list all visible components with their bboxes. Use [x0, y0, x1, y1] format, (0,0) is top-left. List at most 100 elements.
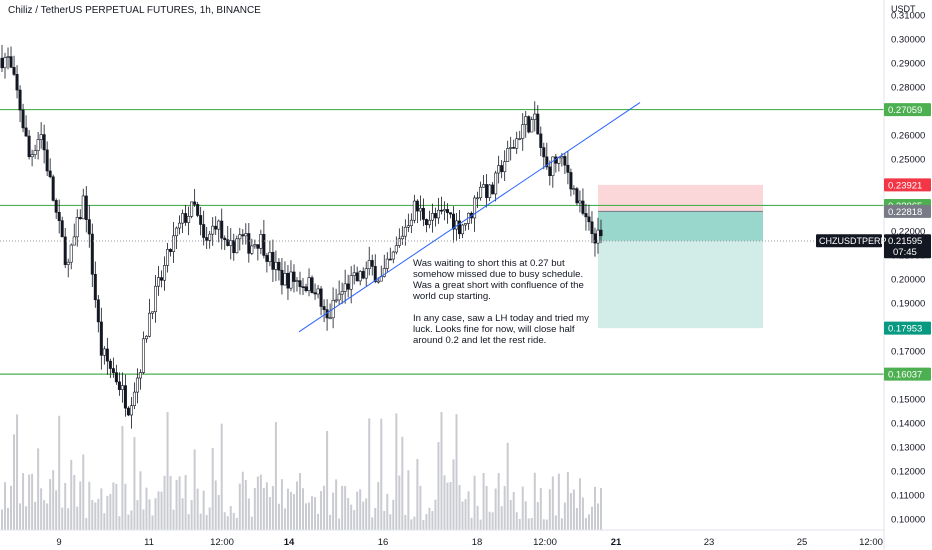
time-tick-label: 12:00	[859, 537, 883, 548]
candle-body	[163, 265, 167, 281]
candle	[539, 126, 543, 157]
chart-annotation[interactable]: Was waiting to short this at 0.27 but so…	[413, 258, 603, 357]
candle	[388, 247, 392, 261]
annotation-paragraph-1: Was waiting to short this at 0.27 but so…	[413, 258, 584, 302]
stop-loss-zone[interactable]	[598, 184, 763, 212]
candle-body	[521, 124, 525, 139]
candle	[283, 261, 287, 286]
take-profit-zone[interactable]	[598, 211, 763, 329]
price-tick-label: 0.20000	[891, 275, 925, 286]
volume-bar	[154, 498, 157, 530]
horizontal-lines[interactable]	[0, 108, 884, 375]
symbol-badge-bg	[816, 234, 882, 248]
candle-body	[343, 283, 347, 292]
candle	[259, 229, 263, 255]
candle	[497, 155, 501, 184]
candle-body	[9, 56, 13, 68]
candle	[406, 213, 410, 233]
candle	[352, 264, 356, 285]
candle-body	[382, 268, 386, 277]
candle-body	[316, 288, 320, 295]
candle	[235, 235, 239, 254]
candle	[24, 115, 28, 137]
volume-bar	[181, 498, 184, 530]
candle-body	[33, 150, 37, 156]
candle	[87, 205, 91, 248]
volume-bar	[593, 486, 596, 530]
volume-bar	[7, 507, 10, 530]
position-zones[interactable]	[598, 184, 763, 329]
volume-bar	[467, 491, 470, 530]
candle-body	[238, 234, 242, 240]
candle-body	[433, 213, 437, 219]
candle	[78, 209, 82, 220]
candle	[581, 188, 585, 216]
candle-body	[394, 245, 398, 253]
price-tick-label: 0.25000	[891, 155, 925, 166]
volume-bar	[335, 479, 338, 530]
volume-bar	[371, 517, 374, 530]
candle	[163, 256, 167, 291]
time-tick-label: 21	[611, 537, 622, 548]
volume-bar	[485, 486, 488, 530]
candle-body	[391, 251, 395, 260]
volume-bar	[398, 475, 401, 530]
volume-bar	[268, 497, 271, 530]
candle	[319, 286, 323, 316]
volume-bar	[425, 514, 428, 530]
candle-body	[340, 291, 344, 295]
candle-body	[265, 255, 269, 262]
volume-bar	[118, 516, 121, 530]
price-tick-label: 0.28000	[891, 83, 925, 94]
candle-body	[93, 274, 97, 301]
volume-bar	[22, 473, 25, 530]
candle	[12, 55, 16, 77]
volume-bar	[506, 442, 509, 530]
price-tick-label: 0.22000	[891, 227, 925, 238]
volume-bar	[184, 475, 187, 530]
volume-bar	[419, 485, 422, 530]
candle-body	[337, 293, 341, 301]
candle-body	[123, 385, 127, 409]
candle-body	[500, 165, 504, 173]
volume-bar	[235, 517, 238, 530]
volume-bar	[79, 481, 82, 530]
candle	[0, 44, 4, 72]
candle	[18, 85, 22, 123]
candle-body	[476, 197, 480, 200]
candle-body	[117, 381, 121, 390]
candle	[144, 335, 148, 343]
time-axis[interactable]: 9 11 12:00 14 16 18 12:00 21 23 25 12:00	[56, 537, 883, 548]
volume-bar	[440, 411, 443, 530]
candle	[184, 204, 188, 226]
volume-bar	[85, 518, 88, 530]
candle-body	[286, 273, 290, 289]
volume-bar	[289, 491, 292, 530]
volume-bar	[452, 459, 455, 530]
volume-bar	[205, 514, 208, 530]
volume-bar	[326, 431, 329, 530]
candle	[479, 181, 483, 201]
candle	[102, 346, 106, 365]
trendline[interactable]	[298, 102, 641, 333]
candle	[503, 150, 507, 181]
candle-body	[361, 271, 365, 279]
bar-countdown: 07:45	[893, 247, 917, 258]
candle-body	[445, 209, 449, 213]
volume-bar	[587, 514, 590, 530]
candle	[39, 122, 43, 149]
candle-body	[569, 172, 573, 190]
candle-body	[400, 235, 404, 240]
candle	[30, 149, 34, 167]
candle	[542, 142, 546, 170]
volume-bar	[497, 473, 500, 530]
volume-bar	[148, 499, 151, 530]
candle	[114, 364, 118, 385]
candle-body	[388, 258, 392, 261]
candle-body	[479, 186, 483, 199]
volume-bar	[422, 519, 425, 530]
volume-bar	[383, 510, 386, 530]
trendline-layer[interactable]	[298, 102, 641, 333]
